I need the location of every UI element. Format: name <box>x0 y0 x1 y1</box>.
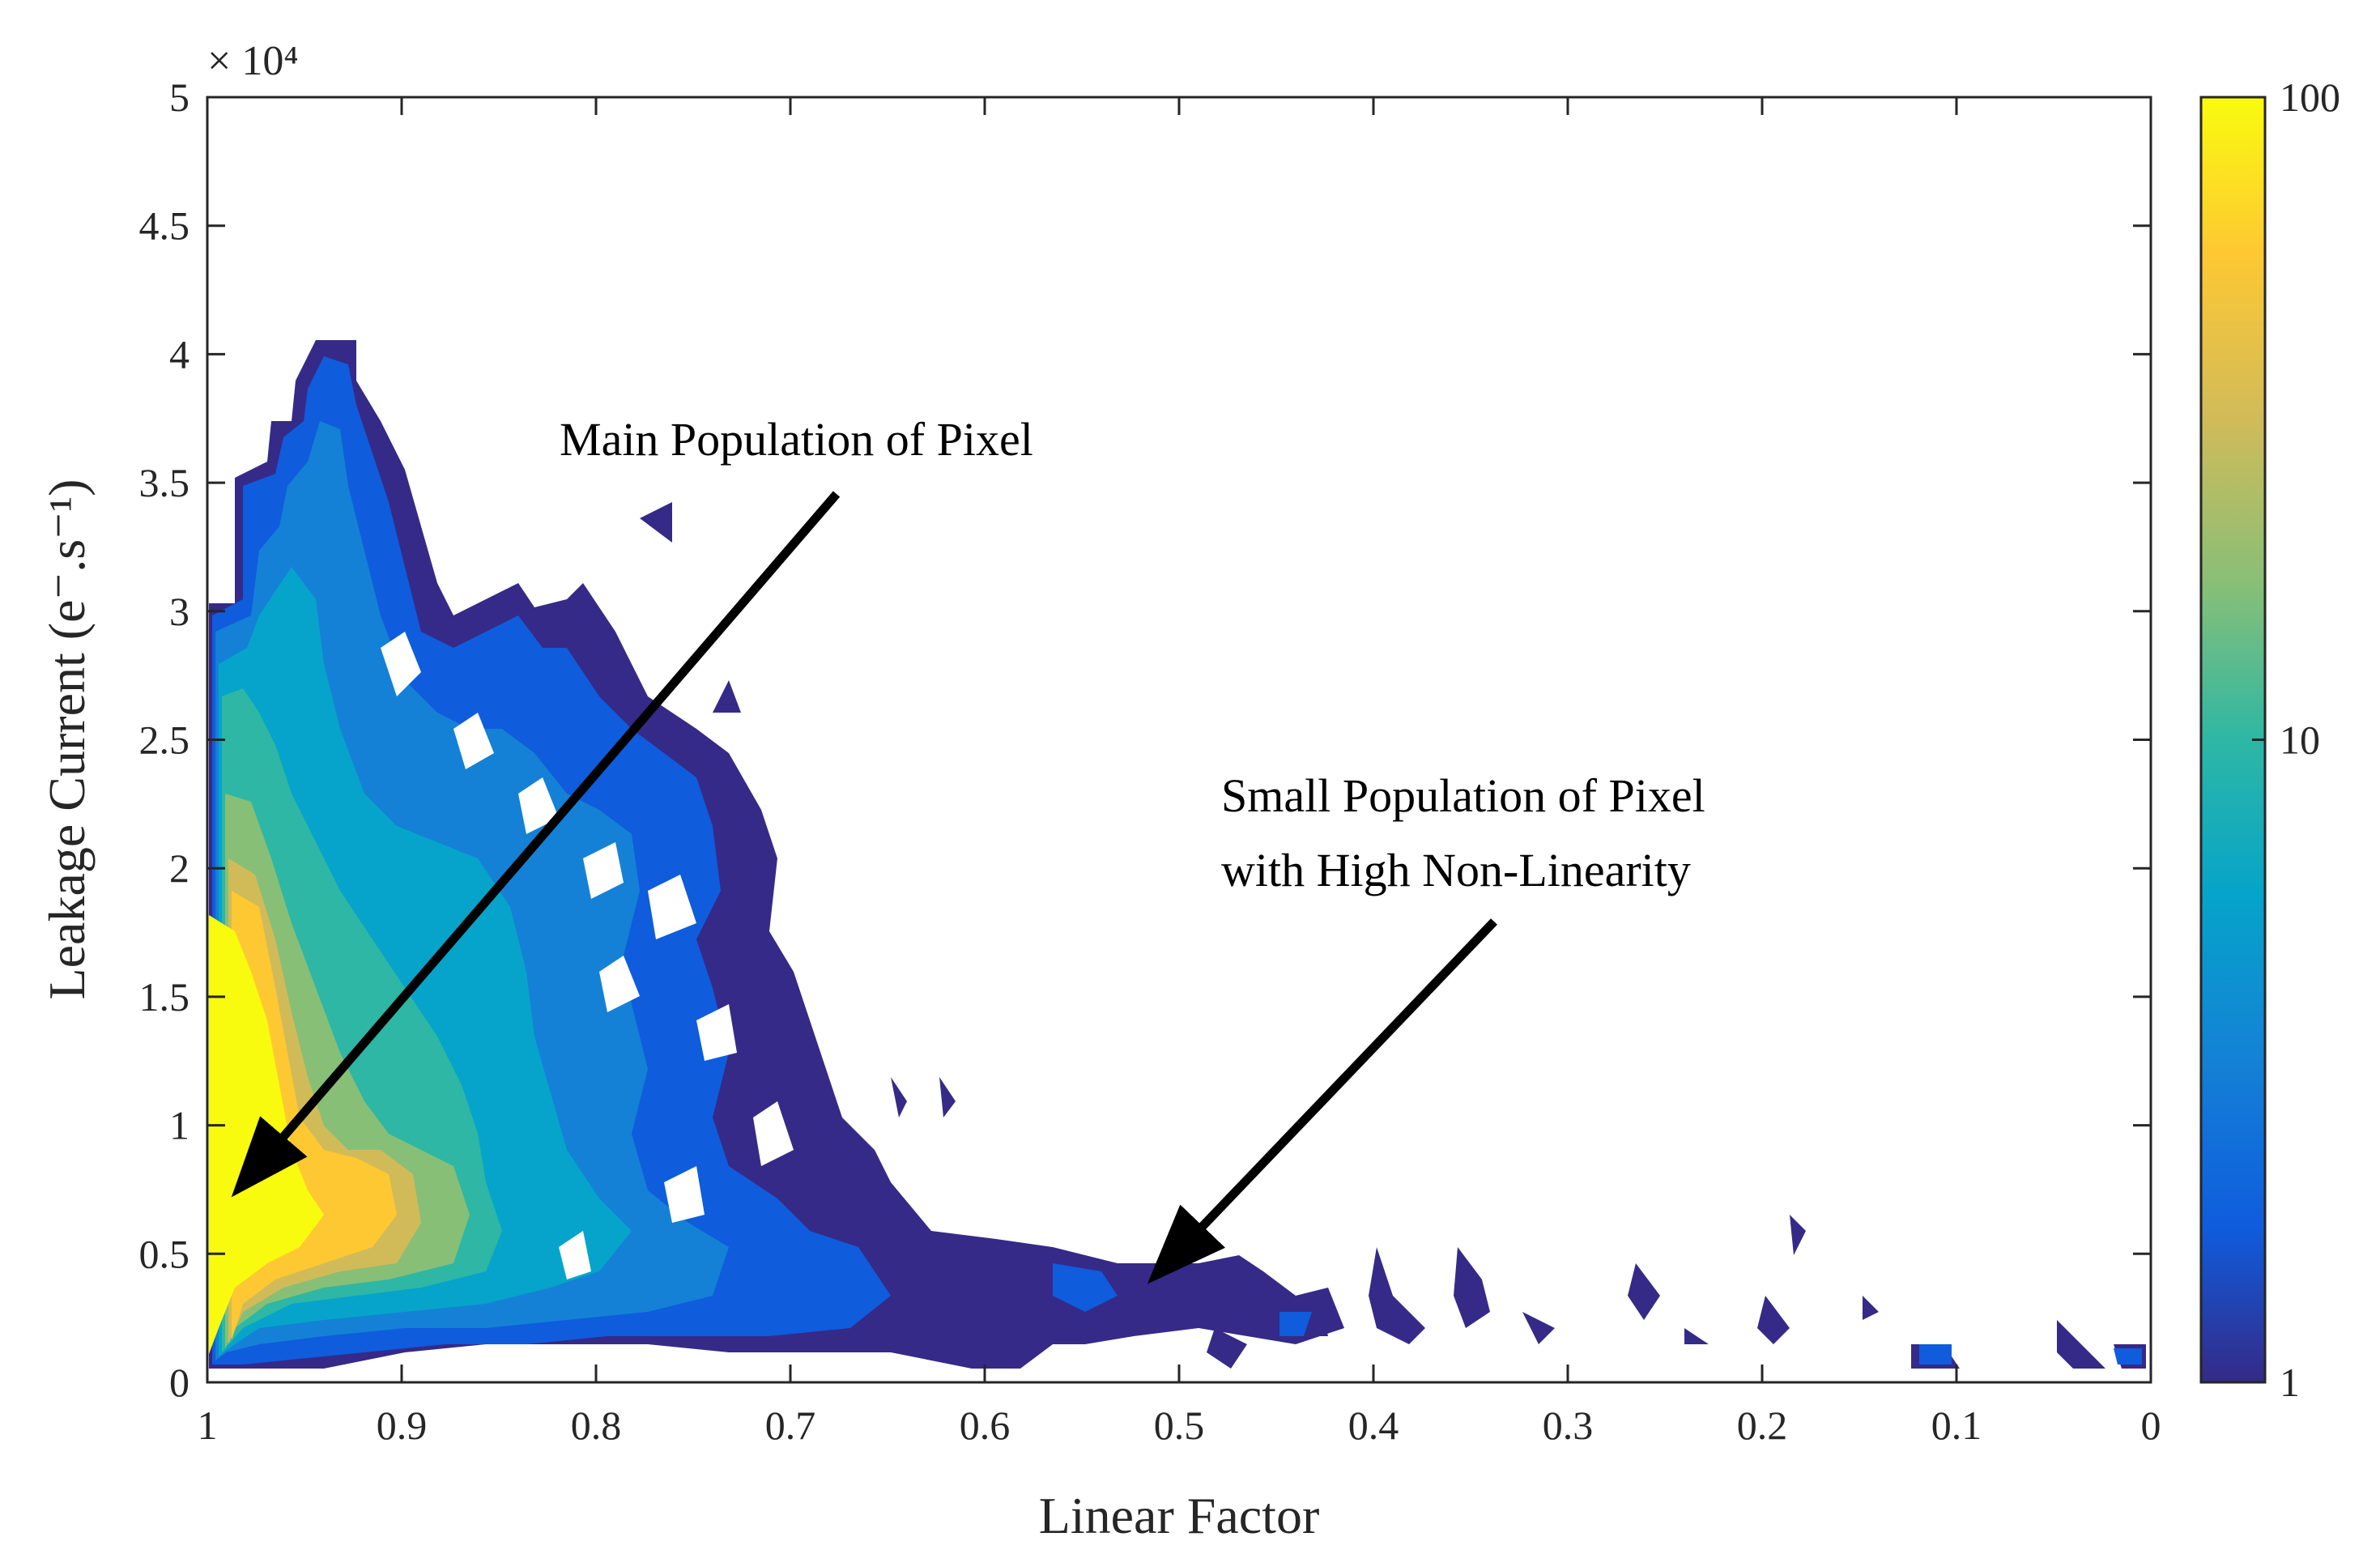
y-tick-label: 1.5 <box>139 974 190 1020</box>
x-tick-label: 0.8 <box>571 1403 622 1448</box>
x-tick-label: 0.4 <box>1348 1403 1399 1448</box>
annotation-arrow-main <box>231 491 841 1198</box>
colorbar-ticks: 1 10 100 <box>2252 75 2340 1405</box>
x-tick-label: 0.7 <box>765 1403 816 1448</box>
y-tick-label: 0 <box>169 1360 189 1405</box>
y-tick-label: 4 <box>169 331 189 377</box>
x-tick-label: 0 <box>2141 1403 2161 1448</box>
colorbar-tick-label: 100 <box>2280 75 2340 120</box>
x-tick-label: 0.1 <box>1931 1403 1982 1448</box>
y-tick-label: 5 <box>169 75 189 120</box>
annotation-small-population-line1: Small Population of Pixel <box>1221 769 1705 822</box>
y-tick-label: 2 <box>169 845 189 891</box>
annotation-arrow-small <box>1147 918 1497 1284</box>
annotation-small-population-line2: with High Non-Linearity <box>1221 844 1691 896</box>
y-tick-label: 2.5 <box>139 717 190 763</box>
y-axis: 0 0.5 1 1.5 2 2.5 3 3.5 4 4.5 5 <box>139 75 2151 1405</box>
annotation-main-population: Main Population of Pixel <box>560 413 1033 466</box>
x-tick-label: 0.9 <box>377 1403 428 1448</box>
y-tick-label: 3 <box>169 589 189 634</box>
x-tick-label: 0.5 <box>1154 1403 1205 1448</box>
x-tick-label: 0.2 <box>1737 1403 1788 1448</box>
y-tick-label: 1 <box>169 1103 189 1148</box>
y-exponent-label: × 10⁴ <box>207 38 298 84</box>
x-axis-title: Linear Factor <box>1039 1487 1320 1544</box>
x-tick-label: 0.6 <box>960 1403 1011 1448</box>
x-tick-label: 0.3 <box>1543 1403 1594 1448</box>
y-tick-label: 0.5 <box>139 1231 190 1276</box>
x-axis: 1 0.9 0.8 0.7 0.6 0.5 0.4 0.3 0.2 0.1 0 <box>198 97 2161 1448</box>
colorbar-tick-label: 10 <box>2280 717 2320 763</box>
colorbar-tick-label: 1 <box>2280 1360 2300 1405</box>
y-tick-label: 3.5 <box>139 460 190 505</box>
y-tick-label: 4.5 <box>139 203 190 249</box>
y-axis-title: Leakage Current (e⁻.s⁻¹) <box>38 479 96 1000</box>
density-field <box>209 340 2146 1369</box>
x-tick-label: 1 <box>198 1403 218 1448</box>
density-gaps <box>381 632 794 1279</box>
